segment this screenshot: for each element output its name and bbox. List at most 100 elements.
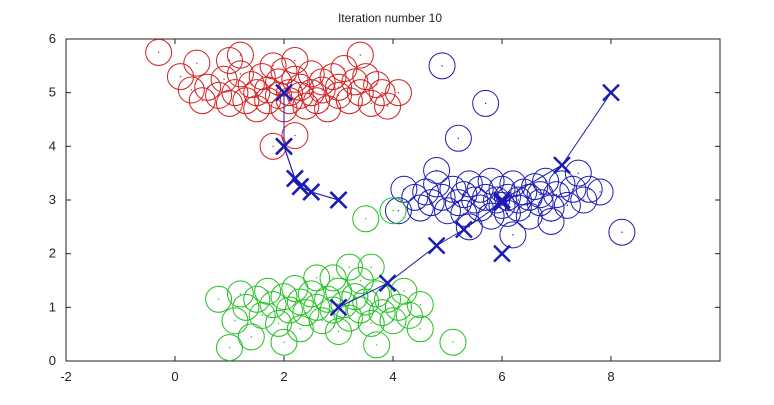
centroid-paths <box>283 92 612 308</box>
data-point <box>406 315 434 343</box>
centroid-marker <box>427 236 446 255</box>
data-point <box>194 73 222 101</box>
data-point-center <box>484 102 487 105</box>
data-point-center <box>223 78 225 80</box>
data-point-center <box>179 75 182 78</box>
data-point <box>499 221 527 249</box>
data-point-center <box>261 75 263 78</box>
centroid-path-line <box>501 92 612 201</box>
x-tick-label: -2 <box>60 369 72 384</box>
data-point <box>499 170 527 198</box>
data-point-center <box>403 290 405 292</box>
data-point <box>325 73 352 101</box>
data-point <box>319 264 347 292</box>
data-point <box>493 183 521 211</box>
data-point <box>232 87 260 115</box>
centroid-marker <box>291 177 310 196</box>
data-point <box>205 285 233 313</box>
data-point <box>259 132 287 160</box>
x-tick-label: 4 <box>389 369 396 384</box>
data-point <box>243 79 271 107</box>
data-point-center <box>201 100 203 102</box>
data-point-center <box>474 199 476 201</box>
data-point-center <box>337 86 340 89</box>
data-point <box>346 79 374 107</box>
data-point <box>450 199 478 227</box>
data-point-center <box>544 180 547 182</box>
data-point <box>515 202 543 230</box>
data-point <box>379 197 407 225</box>
data-point-center <box>294 287 296 290</box>
data-point <box>297 60 325 88</box>
data-point <box>314 95 342 123</box>
data-point <box>559 175 587 203</box>
data-point-center <box>452 341 454 343</box>
data-point <box>286 315 314 343</box>
data-point-center <box>316 277 318 279</box>
data-point-center <box>250 336 252 338</box>
data-point-center <box>359 91 361 94</box>
cluster-points <box>145 38 636 362</box>
data-point-center <box>228 346 231 349</box>
data-point <box>205 81 233 109</box>
data-point <box>226 41 254 69</box>
data-point <box>265 309 293 337</box>
data-point-center <box>359 279 361 282</box>
data-point <box>237 323 265 351</box>
data-point <box>428 52 456 80</box>
data-point-center <box>408 314 411 317</box>
data-point <box>586 178 614 206</box>
data-point-center <box>566 204 569 207</box>
data-point <box>368 79 396 107</box>
cluster-series <box>384 52 636 249</box>
data-point <box>221 79 249 107</box>
data-point-center <box>310 293 312 295</box>
centroid-marker <box>553 156 571 175</box>
x-tick-label: 8 <box>607 369 614 384</box>
data-point <box>374 92 402 120</box>
data-point-center <box>234 320 236 322</box>
data-point <box>281 122 309 150</box>
data-point <box>532 167 560 195</box>
data-point <box>221 307 249 335</box>
cluster-series <box>205 197 467 362</box>
data-point-center <box>359 54 361 56</box>
data-point <box>526 181 554 209</box>
data-point-center <box>370 322 372 325</box>
data-point-center <box>577 172 579 174</box>
data-point <box>477 202 505 230</box>
data-point <box>363 331 391 359</box>
data-point-center <box>381 91 383 94</box>
centroid-marker <box>275 137 293 156</box>
x-tick-label: 6 <box>498 369 505 384</box>
data-point <box>357 89 385 117</box>
data-point-center <box>196 62 198 64</box>
data-point <box>226 280 254 308</box>
data-point-center <box>435 169 438 172</box>
data-point-center <box>555 193 558 196</box>
data-point <box>363 71 391 99</box>
centroid-marker <box>286 169 304 188</box>
data-point-center <box>463 212 465 215</box>
data-point <box>254 277 282 305</box>
data-point <box>243 95 271 123</box>
centroid-marker <box>378 274 397 293</box>
chart-title: Iteration number 10 <box>338 11 442 25</box>
data-point <box>325 277 352 305</box>
data-point-center <box>294 134 296 137</box>
data-point <box>177 76 205 104</box>
data-point <box>406 291 434 319</box>
y-tick-label: 3 <box>49 192 56 207</box>
data-point <box>270 57 298 85</box>
data-point-center <box>277 81 280 83</box>
data-point <box>281 65 309 93</box>
data-point-center <box>397 210 400 212</box>
data-point <box>537 207 565 235</box>
data-point <box>248 63 276 91</box>
data-point <box>308 76 336 104</box>
data-point <box>335 87 363 115</box>
data-point <box>608 218 636 246</box>
data-point-center <box>495 199 498 201</box>
data-point-center <box>157 51 160 54</box>
data-point <box>357 309 385 337</box>
